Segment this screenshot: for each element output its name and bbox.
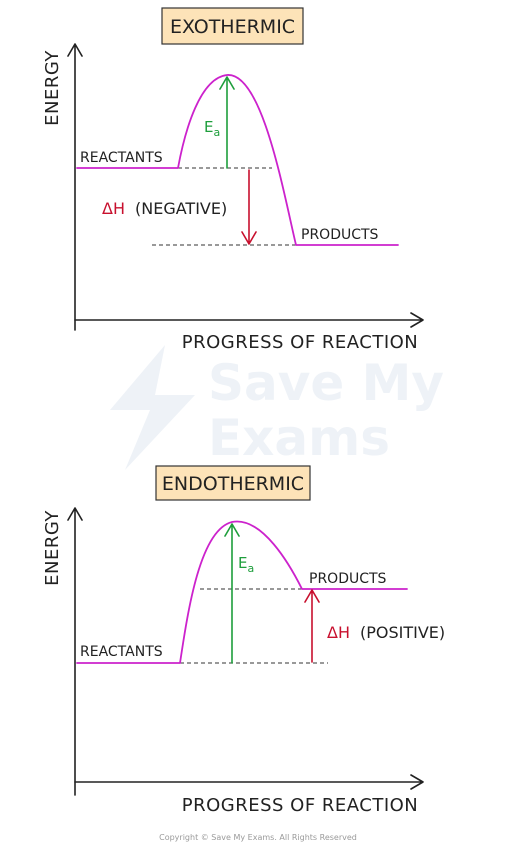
exothermic-dh-text: (NEGATIVE) <box>135 199 227 218</box>
endothermic-dh-arrow <box>304 589 320 663</box>
endothermic-dh-symbol: ΔH <box>327 623 350 642</box>
exothermic-products-label: PRODUCTS <box>301 227 379 243</box>
exothermic-dh-symbol: ΔH <box>102 199 125 218</box>
endothermic-ea-label: Ea <box>238 554 254 575</box>
exothermic-y-axis <box>67 43 83 331</box>
exothermic-x-axis <box>74 312 424 328</box>
endothermic-energy-curve <box>76 520 408 664</box>
endothermic-x-axis <box>74 774 424 790</box>
endothermic-x-axis-label: PROGRESS OF REACTION <box>182 795 419 816</box>
watermark-line-1: Save My <box>208 354 444 412</box>
endothermic-ea-arrow <box>224 523 240 664</box>
exothermic-title-box <box>161 7 304 45</box>
exothermic-energy-curve <box>76 74 399 246</box>
exothermic-x-axis-label: PROGRESS OF REACTION <box>182 332 419 353</box>
exothermic-ea-arrow <box>219 76 235 169</box>
endothermic-y-axis <box>67 507 83 796</box>
endothermic-title-box <box>155 465 311 501</box>
exothermic-y-axis-label: ENERGY <box>42 50 63 126</box>
watermark-line-2: Exams <box>208 409 390 467</box>
exothermic-ea-label: Ea <box>204 118 220 139</box>
exothermic-diagram: EXOTHERMIC ENERGY PROGRESS OF REACTION E… <box>42 7 424 353</box>
endothermic-title: ENDOTHERMIC <box>162 473 304 495</box>
endothermic-products-label: PRODUCTS <box>309 571 387 587</box>
endothermic-diagram: ENDOTHERMIC ENERGY PROGRESS OF REACTION … <box>42 465 445 816</box>
watermark: Save My Exams <box>110 345 444 470</box>
endothermic-y-axis-label: ENERGY <box>42 510 63 586</box>
watermark-bolt-icon <box>110 345 195 470</box>
exothermic-reactants-label: REACTANTS <box>80 150 163 166</box>
exothermic-dh-arrow <box>241 169 257 245</box>
endothermic-dh-text: (POSITIVE) <box>360 623 445 642</box>
copyright-footer: Copyright © Save My Exams. All Rights Re… <box>159 833 357 842</box>
exothermic-title: EXOTHERMIC <box>170 16 295 38</box>
endothermic-reactants-label: REACTANTS <box>80 644 163 660</box>
